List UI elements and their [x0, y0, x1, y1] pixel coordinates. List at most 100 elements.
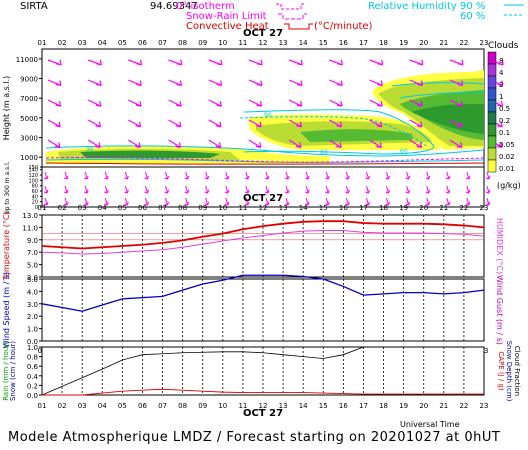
snow-depth-axis-title: Snow Depth (cm): [505, 341, 513, 402]
site-coords: 94.69347: [150, 1, 198, 12]
bl-arrowhead-3-2: [104, 201, 109, 206]
bl-arrow-16-0: [365, 171, 369, 180]
bl-arrowhead-13-1: [305, 189, 310, 194]
hour-label-12: 12: [259, 204, 268, 212]
convective-legend: Convective Heat: [186, 21, 269, 32]
clouds-legend-label-5: 0.2: [499, 117, 510, 125]
wind-arrow-0-3: [47, 119, 61, 128]
bl-arrowhead-10-0: [244, 175, 250, 180]
bl-arrow-22-1: [486, 185, 490, 194]
wind-arrowhead-20-2: [457, 101, 463, 107]
hour-label-02: 02: [58, 402, 67, 410]
hour-label-16: 16: [339, 402, 348, 410]
clouds-legend-label-7: 0.05: [499, 141, 515, 149]
boundary-layer-plot: [41, 166, 485, 208]
clouds-legend-swatch-8: [487, 147, 497, 161]
panel4-hour-labels: 01 02 03 04 05 06 07 08 09 10 11 12 13 14 15 16 17 18 19 20…: [38, 402, 489, 410]
hour-label-08: 08: [178, 39, 187, 47]
hour-label-08: 08: [178, 204, 187, 212]
convective-legend-line: [284, 23, 313, 30]
hour-label-21: 21: [439, 402, 448, 410]
bl-arrowhead-4-1: [124, 189, 129, 194]
wind-arrow-18-3: [409, 119, 423, 128]
cape-axis-title: CAPE (J / g): [497, 351, 505, 391]
bl-arrow-17-1: [386, 185, 390, 194]
bl-arrowhead-13-2: [305, 201, 310, 206]
wind-arrowhead-14-3: [336, 121, 343, 128]
wind-arrowhead-20-3: [456, 121, 463, 128]
clouds-legend-label-8: 0.02: [499, 153, 515, 161]
ytick-label-3.0: 3.0: [27, 274, 38, 282]
hour-label-04: 04: [98, 402, 107, 410]
clouds-legend-label-1: 4: [499, 69, 504, 77]
hour-label-13: 13: [279, 402, 288, 410]
bl-tick-label-100: 100: [28, 178, 38, 184]
bl-arrow-11-1: [265, 185, 269, 194]
wind-arrowhead-10-3: [256, 121, 262, 128]
hour-label-15: 15: [319, 39, 328, 47]
wind-arrow-2-3: [87, 119, 101, 128]
bl-arrow-12-2: [285, 197, 289, 206]
hour-label-19: 19: [399, 204, 408, 212]
bl-arrow-15-0: [345, 171, 349, 180]
bl-arrowhead-8-0: [204, 175, 210, 180]
hour-label-10: 10: [218, 39, 227, 47]
bl-arrow-13-2: [305, 197, 309, 206]
ytick-label-0.0: 0.0: [27, 338, 38, 346]
bl-arrowhead-20-2: [445, 201, 451, 206]
bl-arrowhead-22-1: [485, 189, 491, 194]
bl-arrow-5-1: [144, 185, 148, 194]
bl-arrowhead-1-2: [63, 201, 69, 206]
bl-arrow-22-2: [486, 197, 490, 206]
wind-arrowhead-18-4: [416, 142, 423, 149]
bl-arrow-8-2: [205, 197, 209, 206]
clouds-legend: 8 4 2 1 0.5 0.2 0.1 0.05 0.02 0.01: [487, 51, 515, 173]
bl-arrowhead-0-1: [43, 189, 49, 194]
hour-label-22: 22: [459, 39, 468, 47]
bl-arrowhead-21-0: [465, 175, 471, 180]
bl-arrow-12-1: [285, 185, 289, 194]
hour-label-19: 19: [399, 402, 408, 410]
bl-arrow-13-0: [305, 171, 309, 180]
hour-label-11: 11: [238, 204, 247, 212]
rh-90-label: 90 %: [460, 1, 485, 12]
bl-arrow-0-1: [44, 185, 48, 194]
hour-label-23: 23: [480, 39, 489, 47]
bl-arrow-10-0: [245, 171, 249, 180]
wind-arrow-14-3: [328, 119, 342, 128]
hour-label-19: 19: [399, 39, 408, 47]
wind-arrowhead-2-0: [96, 59, 102, 66]
rh-contour-upper-60: [239, 116, 427, 147]
bl-tick-label-0: 0: [35, 205, 38, 211]
wind-arrow-16-4: [369, 139, 382, 148]
hour-label-10: 10: [218, 402, 227, 410]
rh-contour-upper-90: [243, 109, 435, 155]
wind-axis: 0.0 1.0 2.0 3.0 4.0 5.0: [27, 276, 42, 346]
bl-arrowhead-17-2: [385, 201, 391, 206]
height-tick-label-1000: 1000: [20, 154, 38, 162]
rh-60-label: 60 %: [460, 11, 485, 22]
bl-arrowhead-14-0: [325, 175, 330, 180]
clouds-legend-swatch-4: [487, 99, 497, 113]
bl-arrow-4-2: [124, 197, 128, 206]
hour-label-12: 12: [259, 39, 268, 47]
bl-arrowhead-14-2: [325, 201, 330, 206]
bl-arrow-2-2: [84, 197, 88, 206]
bl-arrowhead-20-1: [445, 189, 451, 194]
wind-arrowhead-18-1: [417, 80, 424, 87]
ytick-label-1.0: 1.0: [27, 326, 38, 334]
hour-label-02: 02: [58, 39, 67, 47]
hour-label-11: 11: [238, 39, 247, 47]
wind-arrowhead-16-0: [377, 59, 384, 66]
bl-arrowhead-5-0: [144, 175, 149, 180]
hour-label-18: 18: [379, 39, 388, 47]
ytick-label-5.0: 5.0: [27, 262, 38, 270]
wind-arrowhead-6-0: [176, 59, 183, 66]
bl-arrow-19-2: [426, 197, 430, 206]
clouds-legend-swatch-6: [487, 123, 497, 137]
hour-label-04: 04: [98, 39, 107, 47]
wind-arrow-6-3: [168, 119, 182, 128]
bl-arrowhead-1-0: [63, 175, 69, 180]
ytick-label-4.0: 4.0: [27, 288, 38, 296]
